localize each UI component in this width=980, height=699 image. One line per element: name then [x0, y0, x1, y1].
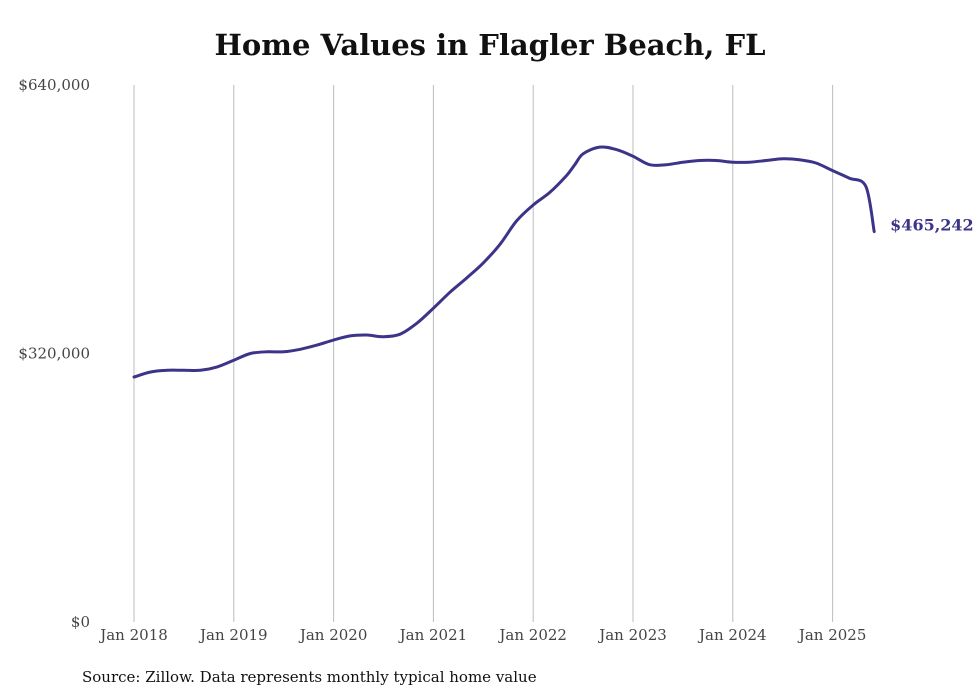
x-tick-label: Jan 2022 — [497, 626, 567, 644]
y-axis: $0 $320,000 $640,000 — [18, 76, 90, 631]
x-axis: Jan 2018 Jan 2019 Jan 2020 Jan 2021 Jan 2022… — [98, 626, 866, 644]
x-tick-label: Jan 2021 — [398, 626, 468, 644]
x-tick-label: Jan 2020 — [298, 626, 368, 644]
x-tick-label: Jan 2018 — [98, 626, 168, 644]
gridlines — [133, 85, 834, 622]
x-tick-label: Jan 2023 — [597, 626, 667, 644]
y-tick-label: $0 — [71, 613, 90, 631]
x-tick-label: Jan 2019 — [198, 626, 268, 644]
source-note: Source: Zillow. Data represents monthly … — [82, 668, 537, 686]
y-tick-label: $640,000 — [18, 76, 90, 94]
y-tick-label: $320,000 — [18, 345, 90, 363]
home-value-line — [132, 145, 876, 379]
end-value-label: $465,242 — [890, 216, 974, 235]
chart-title: Home Values in Flagler Beach, FL — [214, 28, 766, 62]
x-tick-label: Jan 2024 — [697, 626, 767, 644]
x-tick-label: Jan 2025 — [797, 626, 867, 644]
